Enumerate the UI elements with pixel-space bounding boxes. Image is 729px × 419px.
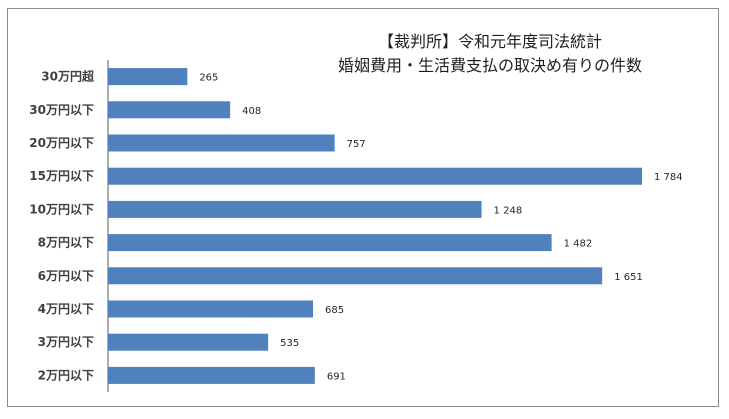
category-label: 6万円以下 [38,269,94,283]
data-label: 265 [199,73,218,84]
category-label: 4万円以下 [38,302,94,316]
category-label: 3万円以下 [38,335,94,349]
chart-title: 【裁判所】令和元年度司法統計 婚姻費用・生活費支払の取決め有りの件数 [300,30,680,78]
data-label: 535 [280,338,299,349]
data-label: 1 248 [494,205,523,216]
bar [108,68,188,86]
bar [108,200,482,218]
bar [108,267,603,285]
data-label: 1 482 [564,239,593,250]
data-label: 1 651 [614,272,643,283]
data-label: 685 [325,305,344,316]
chart-title-line-2: 婚姻費用・生活費支払の取決め有りの件数 [337,56,642,75]
category-label: 15万円以下 [29,169,94,183]
category-label: 2万円以下 [38,368,94,382]
chart-title-line-1: 【裁判所】令和元年度司法統計 [377,32,602,51]
bar [108,167,642,185]
bar [108,300,314,318]
data-label: 408 [242,106,261,117]
bar [108,333,269,351]
data-label: 1 784 [654,172,683,183]
category-label: 30万円以下 [29,103,94,117]
category-label: 8万円以下 [38,236,94,250]
bar [108,134,335,152]
data-label: 757 [347,139,366,150]
data-label: 691 [327,371,346,382]
category-label: 10万円以下 [29,202,94,216]
bar [108,234,552,252]
bar [108,366,315,384]
category-label: 30万円超 [41,69,95,84]
category-label: 20万円以下 [29,136,94,150]
bar [108,101,231,119]
